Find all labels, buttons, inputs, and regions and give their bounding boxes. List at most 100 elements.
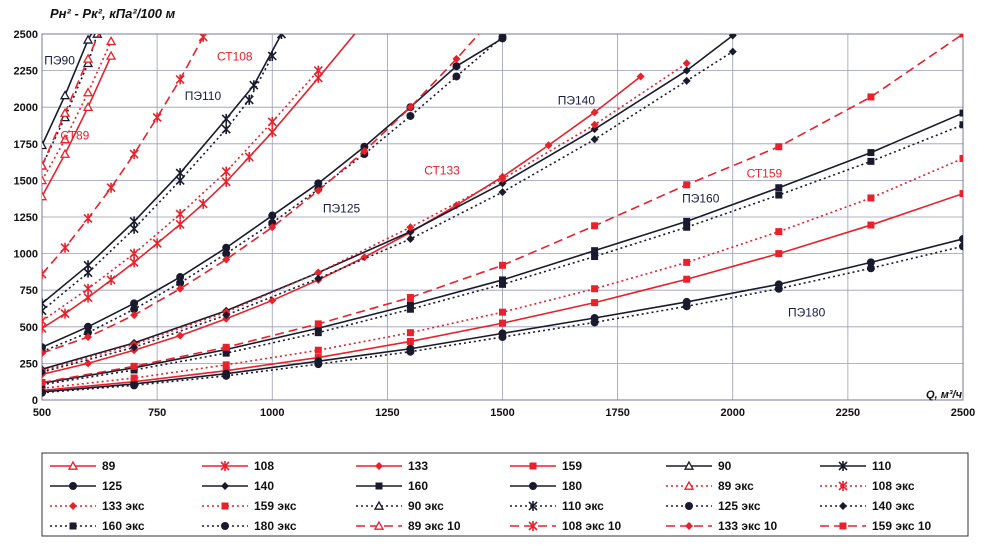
legend-entry-159-экс-10: 159 экс 10 [820, 519, 932, 533]
legend-label: 159 экс [254, 499, 297, 513]
curve-label: ПЭ125 [323, 202, 361, 216]
data-point [222, 255, 231, 264]
x-axis-title: Q, м³/ч [926, 389, 963, 401]
x-tick-label: 500 [33, 407, 51, 419]
legend-marker [683, 480, 695, 490]
data-point [682, 76, 691, 85]
data-point [42, 305, 47, 316]
data-point [406, 111, 415, 120]
data-point [498, 188, 507, 197]
data-point [683, 275, 691, 283]
y-tick-label: 250 [20, 358, 38, 370]
y-tick-label: 1250 [14, 212, 38, 224]
legend-marker [838, 461, 848, 471]
data-point [682, 59, 691, 68]
data-point [591, 285, 599, 293]
legend-marker [529, 462, 537, 470]
legend-entry-125-экс: 125 экс [666, 499, 761, 513]
data-point [591, 222, 599, 230]
series-line-159-экс-10 [42, 34, 963, 384]
legend-marker [375, 462, 383, 470]
series-89-экс-10 [42, 34, 100, 170]
data-point [130, 366, 138, 374]
data-point [775, 143, 783, 151]
series-line-108-экс-10 [42, 34, 206, 275]
data-point [406, 301, 414, 309]
curve-label: СТ89 [60, 128, 89, 142]
legend-entry-125: 125 [50, 479, 122, 493]
data-point [499, 4, 507, 12]
legend-marker [69, 482, 77, 490]
data-point [267, 116, 277, 127]
series-line-90-экс [42, 34, 99, 167]
data-point [314, 268, 323, 277]
data-point [774, 284, 783, 293]
legend-label: 89 экс 10 [408, 519, 461, 533]
legend-entry-140-экс: 140 экс [820, 499, 915, 513]
legend-entry-140: 140 [202, 479, 274, 493]
data-point [728, 34, 737, 40]
series-108 [42, 34, 356, 334]
data-point [42, 175, 48, 185]
legend-entry-159-экс: 159 экс [202, 499, 297, 513]
data-point [314, 179, 323, 188]
data-point [222, 343, 230, 351]
data-point [129, 223, 139, 234]
legend-label: 180 экс [254, 519, 297, 533]
data-point [175, 74, 185, 85]
data-point [105, 50, 117, 60]
legend-label: 108 экс 10 [562, 519, 622, 533]
y-tick-label: 500 [20, 322, 38, 334]
data-point [959, 109, 963, 117]
legend-entry-159: 159 [510, 459, 582, 473]
data-point [314, 274, 323, 283]
data-point [176, 331, 185, 340]
legend-entry-89: 89 [50, 459, 116, 473]
data-point [130, 362, 138, 370]
data-point [84, 328, 93, 337]
data-point [499, 261, 506, 269]
data-point [591, 253, 599, 261]
data-point [591, 247, 599, 255]
data-point [867, 149, 875, 157]
curve-label: СТ108 [217, 49, 253, 63]
series-line-180-экс [42, 245, 963, 394]
data-point [499, 308, 506, 316]
data-point [314, 360, 323, 369]
data-point [959, 154, 963, 162]
data-point [130, 374, 138, 382]
legend-entry-108: 108 [202, 459, 274, 473]
legend-label: 108 [254, 459, 274, 473]
data-point [452, 54, 461, 63]
series-108-экс [42, 65, 323, 326]
series-160-экс [42, 121, 963, 389]
legend-label: 125 [102, 479, 122, 493]
legend-entry-133: 133 [356, 459, 428, 473]
legend-entry-108-экс-10: 108 экс 10 [510, 519, 622, 533]
data-point [83, 283, 93, 294]
data-point [176, 284, 185, 293]
data-point [866, 264, 875, 273]
data-point [42, 160, 48, 170]
legend-entry-90: 90 [666, 459, 732, 473]
legend-label: 133 экс 10 [718, 519, 778, 533]
legend-label: 110 [872, 459, 892, 473]
x-tick-label: 1750 [605, 407, 629, 419]
data-point [499, 319, 506, 327]
data-point [222, 311, 231, 320]
data-point [268, 223, 277, 232]
series-180-экс [42, 242, 963, 397]
data-point [314, 186, 323, 195]
x-tick-label: 750 [148, 407, 166, 419]
data-point [268, 296, 277, 305]
legend-marker [839, 502, 847, 510]
data-point [82, 101, 94, 112]
x-tick-label: 1500 [490, 407, 514, 419]
y-tick-label: 1750 [14, 139, 38, 151]
legend-marker [221, 482, 229, 490]
series-line-90 [42, 34, 93, 146]
data-point [508, 18, 516, 26]
legend-entry-160: 160 [356, 479, 428, 493]
data-point [221, 113, 231, 124]
